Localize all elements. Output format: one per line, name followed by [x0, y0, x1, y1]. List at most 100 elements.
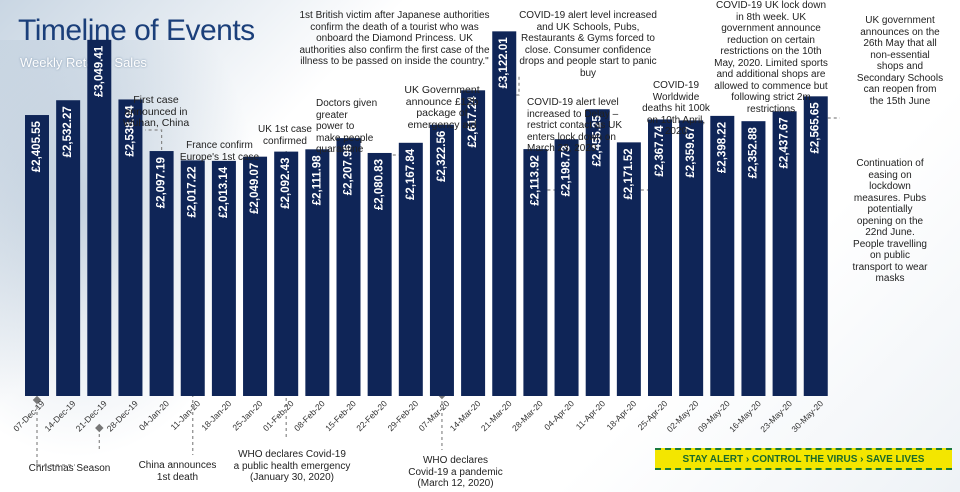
x-tick-label: 07-Dec-19 — [11, 398, 46, 433]
bar-value-label: £2,092.43 — [280, 158, 292, 209]
bar-18-Apr-20 — [616, 142, 641, 396]
annotation-china-first-case: First case announced in Wuhan, China — [122, 94, 190, 129]
bar-value-label: £2,538.94 — [124, 105, 136, 157]
annotation-china-first-death: China announces 1st death — [138, 460, 217, 483]
x-tick-label: 28-Dec-19 — [105, 398, 140, 433]
annotation-lockdown-8th-week: COVID-19 UK lock down in 8th week. UK go… — [714, 0, 828, 115]
stay-alert-banner: STAY ALERT › CONTROL THE VIRUS › SAVE LI… — [655, 448, 952, 470]
x-tick-label: 22-Feb-20 — [354, 398, 389, 433]
bar-value-label: £2,171.52 — [623, 148, 635, 199]
x-tick-label: 08-Feb-20 — [292, 398, 327, 433]
annotation-who-pandemic: WHO declares Covid-19 a pandemic (March … — [408, 455, 503, 489]
x-tick-label: 25-Jan-20 — [230, 398, 264, 432]
bar-28-Dec-19 — [118, 99, 143, 396]
page-title: Timeline of Events — [18, 14, 255, 47]
bar-value-label: £2,617.24 — [467, 96, 479, 148]
bar-value-label: £2,322.56 — [436, 131, 448, 182]
bar-value-label: £2,097.19 — [156, 157, 168, 208]
bar-11-Jan-20 — [180, 160, 205, 396]
annotation-worldwide-deaths: COVID-19 Worldwide deaths hit 100k on 10… — [642, 80, 710, 137]
x-tick-labels-group: 07-Dec-1914-Dec-1921-Dec-1928-Dec-1904-J… — [11, 398, 825, 434]
bar-22-Feb-20 — [367, 152, 392, 396]
bar-28-Mar-20 — [523, 149, 548, 396]
x-tick-label: 14-Dec-19 — [42, 398, 77, 433]
annotation-who-emergency: WHO declares Covid-19 a public health em… — [233, 449, 351, 483]
bar-04-Jan-20 — [149, 151, 174, 396]
bar-value-label: £2,367.74 — [654, 125, 666, 177]
annotation-alert-increased: COVID-19 alert level increased and UK Sc… — [519, 10, 657, 79]
bar-25-Jan-20 — [243, 156, 268, 396]
bars-group — [25, 31, 828, 397]
bar-value-label: £2,113.92 — [529, 155, 541, 206]
x-tick-label: 14-Mar-20 — [448, 398, 483, 433]
bar-labels-group: £2,405.55 £2,532.27 £3,049.41 £2,538.94 £2,0… — [31, 37, 822, 218]
bar-21-Dec-19 — [87, 39, 112, 396]
bar-21-Mar-20 — [492, 31, 517, 396]
x-tick-label: 21-Mar-20 — [479, 398, 514, 433]
bar-value-label: £2,455.25 — [592, 115, 604, 167]
annotation-uk-12b-aid: UK Government announce £12b package of e… — [404, 84, 480, 131]
bar-value-label: £2,207.96 — [343, 144, 355, 195]
x-tick-label: 15-Feb-20 — [323, 398, 358, 433]
annotation-alert-delay: COVID-19 alert level increased to Delay … — [527, 97, 623, 154]
bar-value-label: £2,352.88 — [747, 127, 759, 179]
bar-value-label: £2,398.22 — [716, 122, 728, 173]
x-tick-label: 16-May-20 — [727, 398, 763, 434]
x-tick-label: 28-Mar-20 — [510, 398, 545, 433]
page-subtitle: Weekly Retailer Sales — [20, 55, 147, 70]
bar-07-Dec-19 — [25, 115, 49, 396]
bar-value-label: £2,405.55 — [31, 120, 43, 172]
x-tick-label: 02-May-20 — [665, 398, 701, 434]
annotation-france-first-case: France confirm Europe's 1st case — [179, 140, 260, 163]
bar-02-May-20 — [679, 120, 704, 397]
annotation-christmas-season: Christmas Season — [28, 463, 111, 474]
annotation-uk-gov-26th-may: UK government announces on the 26th May … — [856, 15, 944, 107]
bar-value-label: £2,167.84 — [405, 148, 417, 200]
annotation-connector — [36, 400, 75, 466]
annotation-connector — [504, 75, 520, 96]
bar-value-label: £2,049.07 — [249, 163, 261, 214]
bar-29-Feb-20 — [398, 142, 423, 396]
x-tick-label: 01-Feb-20 — [261, 398, 296, 433]
x-tick-label: 11-Jan-20 — [168, 398, 202, 432]
bar-18-Jan-20 — [211, 160, 236, 396]
bar-value-label: £2,111.98 — [311, 155, 323, 205]
bar-value-label: £2,565.65 — [810, 102, 822, 154]
bar-value-label: £2,013.14 — [218, 166, 230, 218]
x-tick-label: 04-Apr-20 — [542, 398, 576, 432]
x-tick-label: 18-Apr-20 — [604, 398, 638, 432]
bar-08-Feb-20 — [305, 149, 330, 396]
bar-04-Apr-20 — [554, 139, 579, 396]
x-tick-label: 07-Mar-20 — [417, 398, 452, 433]
bar-11-Apr-20 — [585, 109, 610, 396]
bar-25-Apr-20 — [648, 119, 672, 396]
bar-value-label: £2,437.67 — [779, 117, 791, 168]
bar-07-Mar-20 — [429, 124, 454, 397]
annotation-uk-first-case: UK 1st case confirmed — [258, 124, 312, 147]
connector-marker — [95, 423, 104, 433]
x-tick-label: 23-May-20 — [758, 398, 794, 434]
bar-14-Mar-20 — [461, 90, 486, 396]
bar-30-May-20 — [803, 96, 828, 396]
bar-09-May-20 — [710, 115, 735, 396]
x-tick-label: 21-Dec-19 — [74, 398, 109, 433]
annotation-continuation: Continuation of easing on lockdown measu… — [852, 158, 928, 284]
bar-16-May-20 — [741, 121, 766, 396]
x-tick-label: 04-Jan-20 — [137, 398, 171, 432]
x-tick-label: 29-Feb-20 — [385, 398, 420, 433]
connector-marker — [32, 395, 42, 405]
bar-value-label: £3,049.41 — [93, 45, 105, 97]
annotation-doctors-power: Doctors given greater power to make peop… — [316, 98, 378, 155]
bar-value-label: £2,017.22 — [187, 166, 199, 217]
x-tick-label: 18-Jan-20 — [199, 398, 233, 432]
bar-01-Feb-20 — [274, 151, 299, 396]
bar-value-label: £3,122.01 — [498, 37, 510, 89]
annotation-british-victim: 1st British victim after Japanese author… — [299, 10, 490, 67]
bar-value-label: £2,532.27 — [62, 106, 74, 157]
bar-value-label: £2,080.83 — [374, 159, 386, 210]
bar-15-Feb-20 — [336, 138, 361, 396]
bar-23-May-20 — [772, 111, 797, 396]
x-tick-label: 30-May-20 — [789, 398, 825, 434]
bar-value-label: £2,198.73 — [561, 145, 573, 196]
